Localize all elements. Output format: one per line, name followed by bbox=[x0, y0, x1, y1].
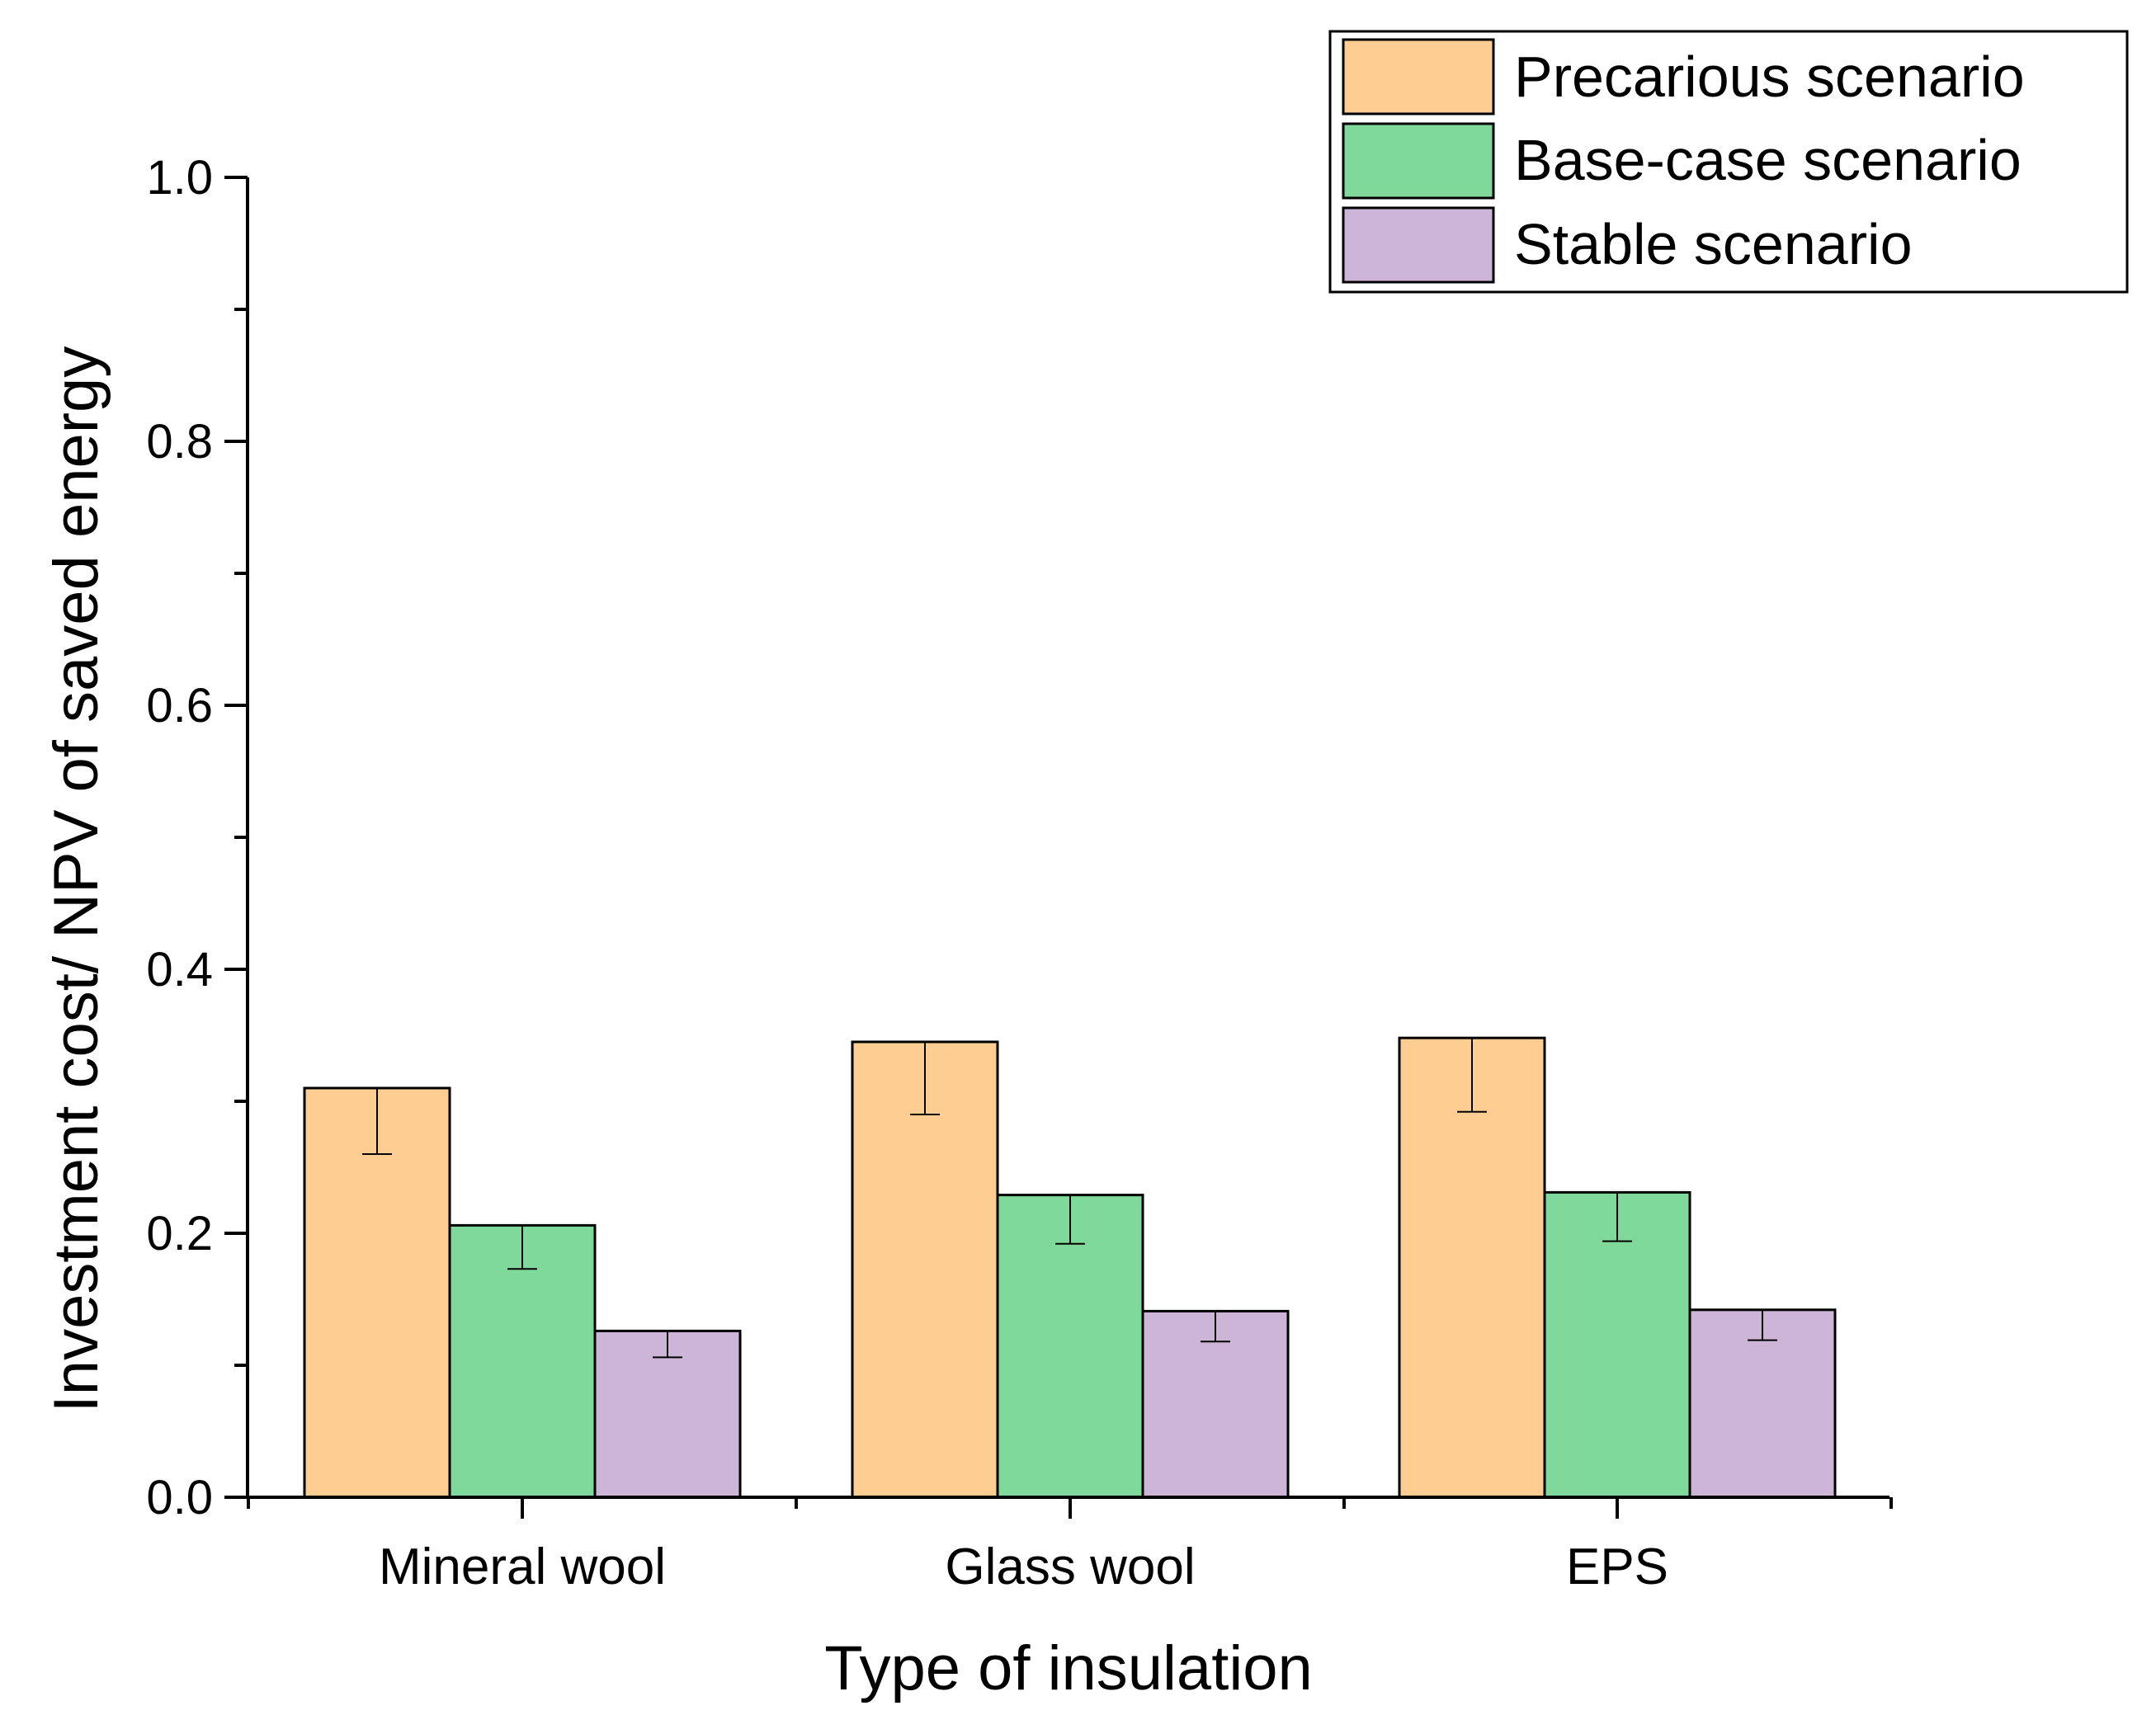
legend-swatch-stable bbox=[1342, 206, 1495, 284]
legend-swatch-precarious bbox=[1342, 38, 1495, 115]
axes-layer bbox=[224, 176, 1893, 1519]
x-axis-title: Type of insulation bbox=[824, 1633, 1313, 1703]
x-category-label: Mineral wool bbox=[379, 1538, 666, 1595]
y-tick-label: 1.0 bbox=[146, 151, 213, 205]
legend-label-base-case: Base-case scenario bbox=[1514, 128, 2022, 192]
bar-base-case-scenario-2 bbox=[1543, 1190, 1691, 1499]
y-tick-label: 0.0 bbox=[146, 1471, 213, 1524]
bar-base-case-scenario-1 bbox=[996, 1194, 1144, 1499]
legend-label-stable: Stable scenario bbox=[1514, 212, 1913, 276]
y-tick-label: 0.2 bbox=[146, 1207, 213, 1260]
legend-label-precarious: Precarious scenario bbox=[1514, 45, 2025, 109]
bar-precarious-scenario-0 bbox=[303, 1086, 451, 1499]
error-bars-layer bbox=[362, 1038, 1777, 1359]
y-tick-label: 0.8 bbox=[146, 415, 213, 469]
bars-layer bbox=[303, 1036, 1837, 1499]
legend-swatch-base-case bbox=[1342, 122, 1495, 200]
labels-layer: 0.0 0.2 0.4 0.6 0.8 1.0 Mineral wool Glass wool… bbox=[146, 151, 1668, 1595]
y-tick-label: 0.4 bbox=[146, 943, 213, 997]
x-category-label: Glass wool bbox=[945, 1538, 1195, 1595]
y-axis-title: Investment cost/ NPV of saved energy bbox=[41, 346, 111, 1413]
bar-precarious-scenario-1 bbox=[851, 1040, 999, 1499]
legend: Precarious scenario Base-case scenario S… bbox=[1328, 30, 2129, 294]
bar-base-case-scenario-0 bbox=[448, 1223, 597, 1499]
y-tick-label: 0.6 bbox=[146, 679, 213, 733]
x-category-label: EPS bbox=[1566, 1538, 1668, 1595]
